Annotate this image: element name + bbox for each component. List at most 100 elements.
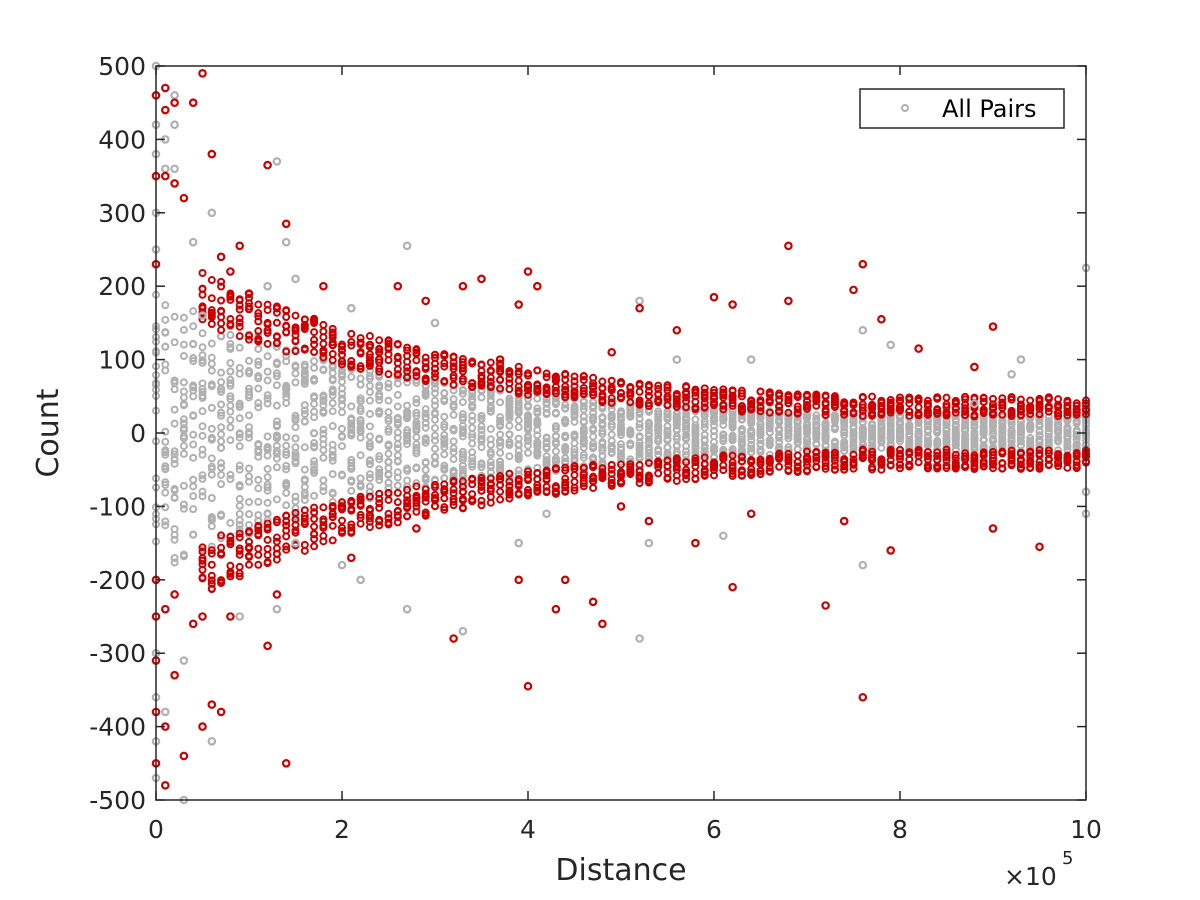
highlighted-point — [961, 404, 970, 413]
distance-column — [1016, 395, 1025, 473]
distance-column — [393, 339, 402, 527]
highlighted-point — [356, 340, 365, 349]
all-pairs-point — [793, 439, 802, 448]
highlighted-point — [858, 450, 867, 459]
all-pairs-point — [328, 369, 337, 378]
highlighted-point — [1072, 461, 1081, 470]
highlighted-point — [747, 468, 756, 477]
highlighted-point — [840, 455, 849, 464]
highlighted-point — [179, 751, 189, 761]
highlighted-point — [644, 459, 653, 468]
highlighted-point — [933, 406, 942, 415]
highlighted-point — [198, 543, 207, 552]
all-pairs-point — [272, 604, 282, 614]
all-pairs-point — [310, 460, 319, 469]
all-pairs-point — [486, 406, 495, 415]
all-pairs-point — [272, 420, 281, 429]
all-pairs-point — [217, 400, 226, 409]
highlighted-point — [1007, 446, 1016, 455]
all-pairs-point — [458, 389, 467, 398]
all-pairs-point — [486, 458, 495, 467]
highlighted-point — [672, 454, 681, 463]
highlighted-point — [272, 318, 281, 327]
highlighted-point — [1026, 456, 1035, 465]
all-pairs-point — [254, 374, 263, 383]
all-pairs-point — [496, 413, 505, 422]
all-pairs-point — [747, 447, 756, 456]
highlighted-point — [505, 494, 514, 503]
all-pairs-point — [310, 457, 319, 466]
all-pairs-point — [338, 389, 346, 398]
all-pairs-point — [263, 464, 272, 473]
highlighted-point — [709, 292, 719, 302]
all-pairs-point — [412, 479, 421, 488]
highlighted-point — [728, 386, 737, 395]
all-pairs-point — [161, 488, 170, 497]
all-pairs-point — [654, 421, 663, 430]
highlighted-point — [635, 381, 644, 390]
distance-column — [700, 384, 709, 480]
all-pairs-point — [756, 427, 765, 436]
distance-column — [403, 343, 412, 521]
all-pairs-point — [179, 449, 188, 458]
highlighted-point — [254, 550, 263, 559]
highlighted-point — [272, 549, 281, 558]
all-pairs-point — [654, 413, 663, 422]
all-pairs-point — [310, 393, 319, 402]
highlighted-point — [1063, 411, 1072, 420]
all-pairs-point — [505, 394, 514, 403]
all-pairs-point — [421, 414, 430, 423]
all-pairs-point — [635, 443, 644, 452]
highlighted-point — [1026, 404, 1035, 413]
all-pairs-point — [328, 470, 337, 479]
all-pairs-point — [375, 435, 384, 444]
highlighted-point — [617, 467, 625, 476]
highlighted-point — [207, 276, 216, 285]
highlighted-point — [477, 360, 486, 369]
all-pairs-point — [542, 409, 551, 418]
highlighted-point — [207, 294, 216, 303]
highlighted-point — [495, 355, 505, 364]
all-pairs-point — [198, 311, 207, 320]
all-pairs-point — [338, 432, 346, 441]
distance-column — [821, 391, 830, 473]
all-pairs-point — [737, 424, 746, 433]
highlighted-point — [877, 457, 886, 466]
highlighted-point — [245, 331, 253, 340]
all-pairs-point — [896, 428, 904, 437]
highlighted-point — [1016, 400, 1025, 409]
highlighted-point — [217, 549, 226, 558]
highlighted-point — [719, 461, 728, 470]
all-pairs-point — [356, 374, 365, 383]
all-pairs-point — [217, 387, 226, 396]
all-pairs-point — [896, 417, 904, 426]
distance-column — [793, 390, 802, 477]
highlighted-point — [338, 523, 346, 532]
distance-column — [579, 372, 588, 491]
all-pairs-point — [598, 429, 607, 438]
highlighted-point — [589, 474, 598, 483]
highlighted-point — [524, 467, 532, 476]
highlighted-point — [449, 477, 458, 486]
highlighted-point — [728, 582, 737, 592]
highlighted-point — [207, 546, 216, 555]
all-pairs-point — [226, 423, 235, 432]
all-pairs-point — [272, 369, 281, 378]
highlighted-point — [979, 450, 988, 459]
all-pairs-point — [245, 356, 253, 365]
highlighted-point — [486, 484, 495, 493]
all-pairs-point — [245, 384, 253, 393]
highlighted-point — [207, 149, 217, 159]
highlighted-point — [458, 487, 467, 496]
all-pairs-point — [179, 442, 188, 451]
all-pairs-point — [338, 442, 346, 451]
all-pairs-point — [235, 465, 244, 474]
all-pairs-point — [710, 426, 718, 435]
highlighted-point — [235, 529, 244, 538]
highlighted-point — [1072, 399, 1081, 408]
highlighted-point — [161, 105, 170, 115]
all-pairs-point — [347, 425, 356, 434]
highlighted-point — [1026, 447, 1035, 456]
highlighted-point — [1016, 463, 1025, 472]
all-pairs-point — [347, 477, 356, 486]
